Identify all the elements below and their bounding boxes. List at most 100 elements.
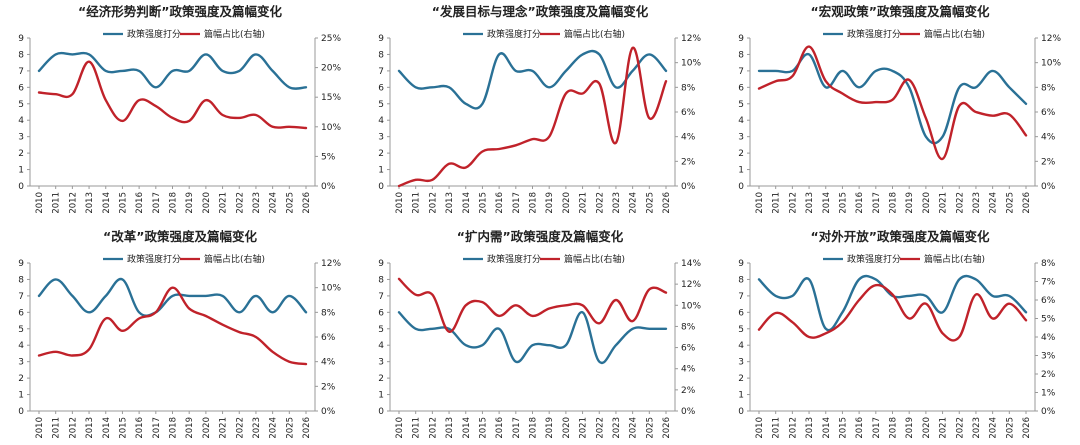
x-tick-label: 2017 bbox=[512, 417, 522, 439]
y-left-tick-label: 7 bbox=[378, 67, 384, 77]
x-tick-label: 2023 bbox=[252, 417, 262, 439]
y-left-tick-label: 1 bbox=[738, 391, 744, 401]
y-right-tick-label: 10% bbox=[1041, 59, 1061, 69]
x-tick-label: 2015 bbox=[478, 192, 488, 214]
x-tick-label: 2025 bbox=[645, 192, 655, 214]
y-left-tick-label: 0 bbox=[18, 182, 24, 192]
x-tick-label: 2020 bbox=[202, 417, 212, 439]
legend: 政策强度打分 篇幅占比(右轴) bbox=[463, 28, 625, 40]
x-tick-label: 2021 bbox=[219, 417, 229, 439]
series-line-share bbox=[397, 277, 668, 333]
x-tick-label: 2018 bbox=[889, 417, 899, 439]
x-tick-label: 2012 bbox=[788, 417, 798, 439]
x-tick-label: 2025 bbox=[1005, 417, 1015, 439]
y-left-tick-label: 3 bbox=[18, 358, 24, 368]
x-tick-label: 2022 bbox=[595, 192, 605, 214]
x-tick-label: 2010 bbox=[395, 192, 405, 214]
x-tick-label: 2021 bbox=[579, 192, 589, 214]
chart-title: “经济形势判断”政策强度及篇幅变化 bbox=[78, 4, 282, 19]
x-tick-label: 2017 bbox=[152, 192, 162, 214]
y-left-tick-label: 4 bbox=[18, 116, 24, 126]
y-right-tick-label: 14% bbox=[681, 259, 701, 269]
y-left-tick-label: 2 bbox=[738, 149, 744, 159]
y-right-tick-label: 6% bbox=[681, 344, 696, 354]
legend-label: 政策强度打分 bbox=[127, 253, 181, 265]
chart-panel: “宏观政策”政策强度及篇幅变化 政策强度打分 篇幅占比(右轴) 0 1 2 3 4 5 6 7 8 9 0… bbox=[720, 0, 1080, 220]
y-left-tick-label: 3 bbox=[18, 133, 24, 143]
x-tick-label: 2018 bbox=[889, 192, 899, 214]
x-tick-label: 2016 bbox=[855, 192, 865, 214]
y-left-tick-label: 4 bbox=[378, 341, 384, 351]
x-tick-label: 2019 bbox=[545, 417, 555, 439]
y-left-tick-label: 8 bbox=[18, 275, 24, 285]
series-line-score bbox=[37, 51, 308, 90]
series-line-share bbox=[397, 46, 668, 188]
x-tick-label: 2010 bbox=[755, 192, 765, 214]
y-left-tick-label: 3 bbox=[738, 358, 744, 368]
x-tick-label: 2013 bbox=[85, 192, 95, 214]
y-left-tick-label: 7 bbox=[738, 67, 744, 77]
y-right-tick-label: 8% bbox=[1041, 83, 1056, 93]
chart-title: “宏观政策”政策强度及篇幅变化 bbox=[811, 4, 990, 19]
y-right-tick-label: 4% bbox=[681, 133, 696, 143]
y-right-tick-label: 10% bbox=[681, 301, 701, 311]
y-right-tick-label: 8% bbox=[681, 83, 696, 93]
y-left-tick-label: 3 bbox=[378, 133, 384, 143]
x-tick-label: 2016 bbox=[855, 417, 865, 439]
chart-title: “对外开放”政策强度及篇幅变化 bbox=[811, 229, 990, 244]
y-left-tick-label: 2 bbox=[18, 149, 24, 159]
x-tick-label: 2015 bbox=[478, 417, 488, 439]
y-left-tick-label: 7 bbox=[18, 67, 24, 77]
y-left-tick-label: 2 bbox=[378, 149, 384, 159]
x-tick-label: 2012 bbox=[788, 192, 798, 214]
y-left-tick-label: 9 bbox=[738, 34, 744, 44]
x-tick-label: 2017 bbox=[872, 192, 882, 214]
y-left-tick-label: 4 bbox=[378, 116, 384, 126]
x-tick-label: 2018 bbox=[529, 192, 539, 214]
y-left-tick-label: 0 bbox=[738, 407, 744, 417]
y-right-tick-label: 4% bbox=[1041, 133, 1056, 143]
legend: 政策强度打分 篇幅占比(右轴) bbox=[103, 28, 265, 40]
y-left-tick-label: 2 bbox=[738, 374, 744, 384]
x-tick-label: 2020 bbox=[562, 192, 572, 214]
legend-label: 政策强度打分 bbox=[487, 253, 541, 265]
y-left-tick-label: 8 bbox=[18, 50, 24, 60]
y-left-tick-label: 4 bbox=[738, 116, 744, 126]
y-left-tick-label: 2 bbox=[378, 374, 384, 384]
y-right-tick-label: 2% bbox=[681, 157, 696, 167]
y-right-tick-label: 7% bbox=[1041, 278, 1056, 288]
x-tick-label: 2019 bbox=[545, 192, 555, 214]
x-tick-label: 2012 bbox=[68, 417, 78, 439]
x-tick-label: 2025 bbox=[645, 417, 655, 439]
y-left-tick-label: 0 bbox=[378, 182, 384, 192]
y-left-tick-label: 1 bbox=[378, 166, 384, 176]
x-tick-label: 2019 bbox=[905, 192, 915, 214]
y-right-tick-label: 8% bbox=[681, 322, 696, 332]
y-right-tick-label: 8% bbox=[1041, 259, 1056, 269]
y-left-tick-label: 5 bbox=[738, 325, 744, 335]
x-tick-label: 2016 bbox=[495, 192, 505, 214]
x-tick-label: 2014 bbox=[822, 192, 832, 214]
y-left-tick-label: 5 bbox=[18, 325, 24, 335]
y-left-tick-label: 8 bbox=[738, 50, 744, 60]
y-left-tick-label: 9 bbox=[18, 34, 24, 44]
x-tick-label: 2022 bbox=[235, 417, 245, 439]
x-tick-label: 2014 bbox=[102, 192, 112, 214]
legend-label: 政策强度打分 bbox=[487, 28, 541, 40]
x-tick-label: 2016 bbox=[135, 192, 145, 214]
y-left-tick-label: 4 bbox=[738, 341, 744, 351]
y-right-tick-label: 4% bbox=[681, 365, 696, 375]
x-tick-label: 2016 bbox=[495, 417, 505, 439]
y-right-tick-label: 2% bbox=[1041, 157, 1056, 167]
chart-panel: “改革”政策强度及篇幅变化 政策强度打分 篇幅占比(右轴) 0 1 2 3 4 5 6 7 8 9 0% 2… bbox=[0, 225, 360, 445]
x-tick-label: 2024 bbox=[269, 417, 279, 439]
x-tick-label: 2021 bbox=[579, 417, 589, 439]
x-tick-label: 2022 bbox=[955, 417, 965, 439]
series-line-score bbox=[37, 277, 308, 317]
y-right-tick-label: 10% bbox=[681, 59, 701, 69]
y-right-tick-label: 2% bbox=[321, 382, 336, 392]
legend-label: 篇幅占比(右轴) bbox=[924, 28, 985, 40]
